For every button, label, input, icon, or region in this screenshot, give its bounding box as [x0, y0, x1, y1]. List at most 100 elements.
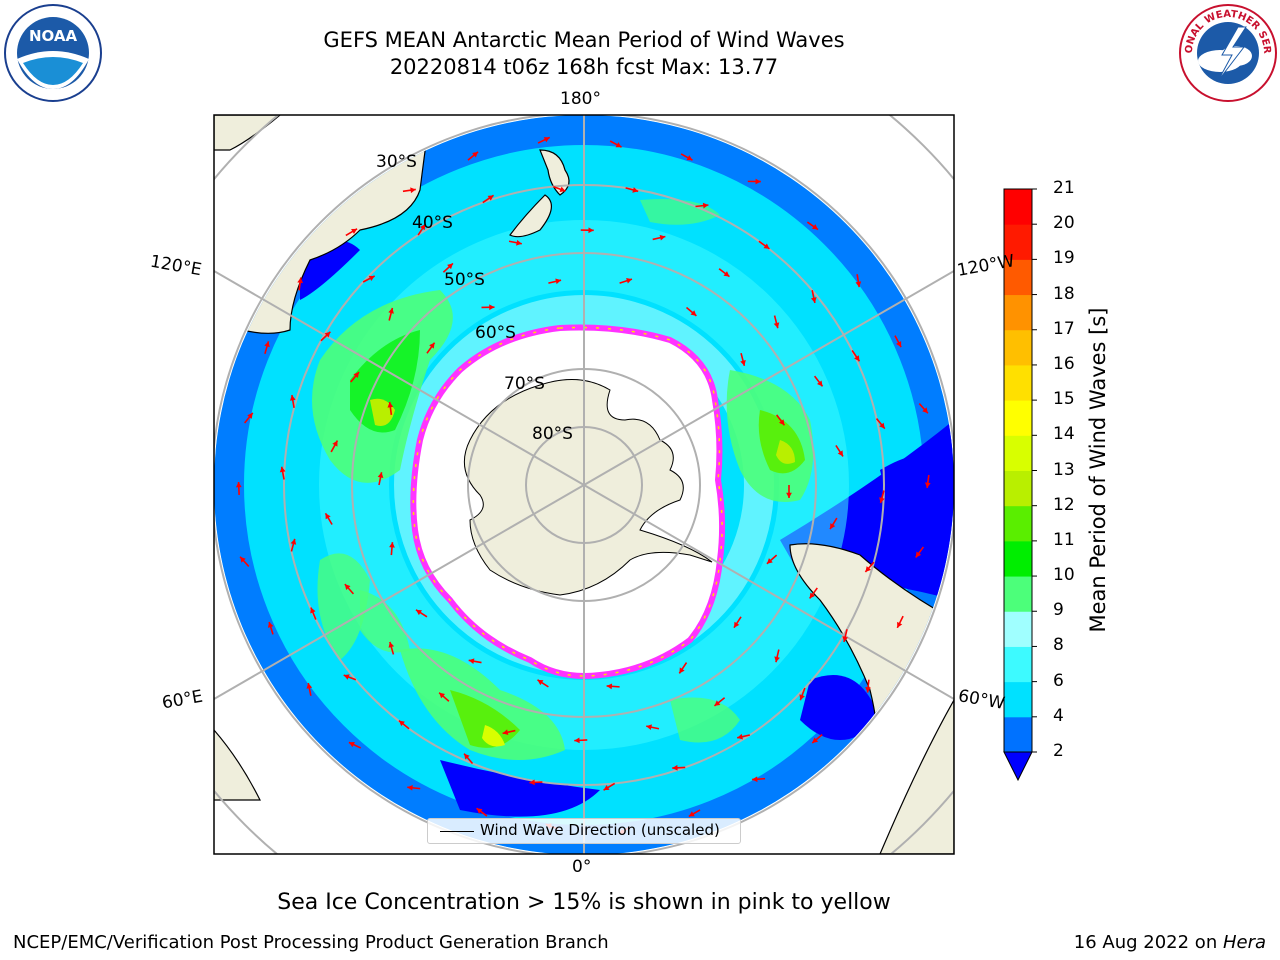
lat-label-70s: 70°S — [504, 374, 545, 394]
lat-label-40s: 40°S — [412, 213, 453, 233]
colorbar-tick-label: 19 — [1053, 248, 1075, 269]
wind-arrow-head — [420, 224, 426, 231]
graticule — [214, 115, 954, 854]
legend-line-swatch — [440, 831, 474, 832]
colorbar-tick-label: 11 — [1053, 529, 1075, 550]
wind-arrow-head — [264, 341, 270, 348]
colorbar-segment — [1004, 400, 1032, 436]
wind-arrow-head — [429, 342, 435, 349]
green-wave-patches — [312, 199, 814, 760]
colorbar-under-arrow — [1003, 751, 1033, 782]
wind-arrow-head — [723, 271, 730, 277]
wind-arrow-head — [468, 658, 475, 665]
colorbar-tick-label: 4 — [1053, 705, 1064, 726]
colorbar-segment — [1004, 224, 1032, 260]
colorbar-tick-label: 21 — [1053, 178, 1075, 198]
wind-arrow-head — [922, 407, 928, 414]
colorbar-tick-label: 14 — [1053, 424, 1075, 445]
wind-arrow-head — [672, 764, 678, 771]
colorbar-title: Mean Period of Wind Waves [s] — [1086, 307, 1110, 633]
wind-arrow-head — [690, 310, 697, 316]
colorbar-tick-label: 8 — [1053, 635, 1064, 656]
colorbar-segment — [1004, 259, 1032, 296]
new-zealand-south — [509, 194, 552, 238]
wind-arrow-head — [348, 742, 355, 748]
wind-arrow-head — [410, 187, 416, 194]
wind-arrow-head — [529, 779, 535, 786]
wind-arrow-head — [615, 142, 622, 148]
colorbar-segment — [1004, 505, 1032, 542]
wind-arrow-head — [489, 304, 495, 311]
colorbar-tick-label: 2 — [1053, 741, 1064, 761]
colorbar-segment — [1004, 716, 1032, 753]
colorbar-tick-label: 15 — [1053, 389, 1075, 410]
wind-arrow-head — [398, 720, 405, 727]
wind-arrow-head — [415, 609, 422, 616]
wind-arrow-head — [240, 556, 246, 563]
wind-arrow-head — [773, 322, 780, 329]
wind-arrow-head — [812, 224, 818, 230]
wind-arrow-head — [289, 395, 296, 401]
wind-arrow-head — [810, 297, 817, 303]
wind-arrow-head — [247, 412, 253, 419]
footer-date: 16 Aug 2022 on Hera — [1074, 932, 1266, 953]
wind-arrow-head — [306, 683, 313, 689]
noaa-logo: NOAA — [3, 3, 103, 107]
wind-arrow-head — [915, 551, 922, 558]
wind-arrow-head — [812, 737, 819, 744]
wind-arrow-head — [879, 497, 885, 504]
wind-arrow-head — [606, 683, 613, 690]
wind-arrow-head — [897, 621, 903, 628]
wind-arrow-head — [502, 729, 509, 736]
colorbar-tick-label: 6 — [1053, 670, 1064, 691]
wind-arrow-head — [896, 341, 902, 348]
wind-arrow-head — [516, 239, 522, 246]
wind-arrow-head — [387, 401, 394, 408]
colorbar-segment — [1004, 435, 1032, 471]
lat-label-80s: 80°S — [532, 424, 573, 444]
wind-arrow-head — [737, 733, 743, 740]
wind-arrow-head — [588, 227, 594, 234]
wind-arrow-head — [377, 472, 384, 478]
wind-arrow-head — [659, 234, 666, 241]
wind-arrow-head — [854, 355, 860, 362]
wind-arrow-head — [817, 380, 823, 387]
wind-arrow-head — [924, 482, 931, 488]
colorbar-segment — [1004, 646, 1032, 683]
wind-arrow-head — [786, 492, 792, 498]
wind-arrow-head — [325, 513, 331, 520]
wind-arrow-head — [543, 137, 550, 143]
wind-arrow-head — [344, 584, 351, 590]
footer-host: Hera — [1222, 932, 1266, 953]
wind-arrow-head — [842, 636, 849, 642]
colorbar-segment — [1004, 576, 1032, 612]
colorbar-tick-label: 18 — [1053, 283, 1075, 304]
wind-arrow-head — [830, 523, 836, 530]
wind-arrow-head — [537, 679, 544, 686]
wind-arrow-head — [755, 178, 761, 185]
lat-label-30s: 30°S — [376, 152, 417, 172]
wind-arrow-head — [778, 419, 785, 426]
wind-arrow-head — [447, 263, 453, 270]
colorbar-tick-label: 9 — [1053, 600, 1064, 621]
wind-arrow-head — [559, 186, 566, 192]
footer-date-text: 16 Aug 2022 on — [1073, 932, 1223, 953]
wind-arrow-head — [464, 753, 470, 760]
lat-label-60s: 60°S — [475, 323, 516, 343]
wind-arrow-head — [688, 811, 695, 817]
wind-arrow-head — [555, 278, 562, 285]
wind-arrow-head — [574, 737, 580, 744]
wind-arrow-head — [855, 281, 862, 288]
map-subtitle: 20220814 t06z 168h fcst Max: 13.77 — [389, 55, 779, 79]
wind-arrow-head — [679, 667, 685, 674]
colorbar-segment — [1004, 189, 1032, 225]
colorbar-tick-label: 17 — [1053, 318, 1075, 339]
wind-arrow-head — [407, 784, 413, 791]
wind-arrow-head — [343, 674, 350, 680]
wind-arrow-head — [279, 466, 286, 473]
wind-arrow-head — [734, 621, 740, 628]
wind-arrow-head — [702, 202, 709, 209]
lat-label-50s: 50°S — [444, 270, 485, 290]
wind-arrow-head — [439, 692, 445, 699]
nws-logo: NATIONAL WEATHER SERVICE — [1174, 0, 1278, 107]
